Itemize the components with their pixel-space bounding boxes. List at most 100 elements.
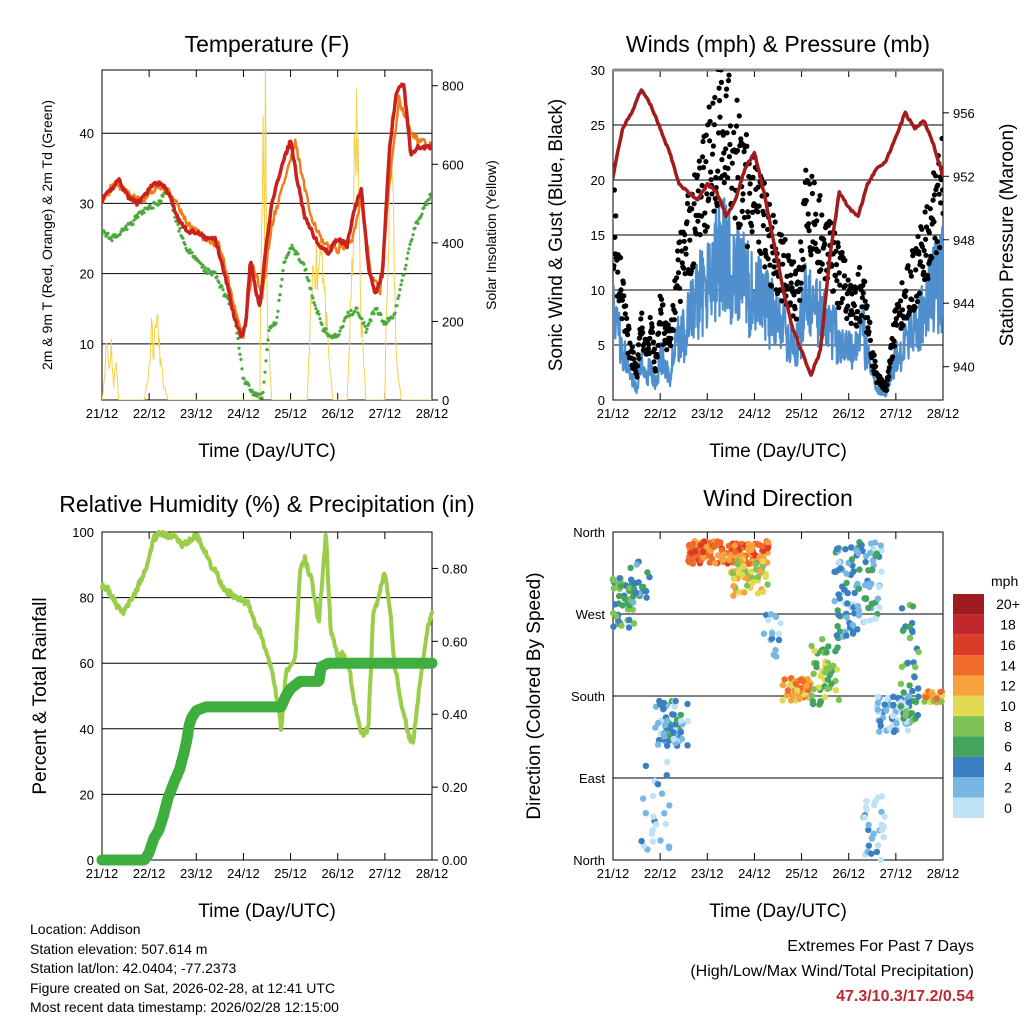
gust-point	[756, 203, 762, 209]
gust-point	[791, 259, 797, 265]
gust-point	[660, 342, 667, 348]
direction-point	[744, 582, 751, 589]
x-tick-label: 26/12	[832, 406, 865, 421]
dewpoint-point	[213, 270, 217, 274]
gust-point	[890, 354, 896, 360]
direction-point	[915, 685, 922, 692]
gust-point	[623, 303, 629, 309]
x-tick-label: 26/12	[321, 866, 354, 881]
gust-point	[788, 280, 794, 286]
gust-point	[726, 72, 732, 78]
dewpoint-point	[201, 263, 205, 267]
dewpoint-point	[408, 242, 412, 246]
gust-point	[845, 303, 851, 309]
direction-point	[874, 693, 881, 700]
x-tick-label: 21/12	[597, 866, 630, 881]
direction-point	[661, 810, 668, 817]
gust-point	[818, 267, 824, 273]
gust-point	[729, 160, 735, 166]
gust-point	[862, 279, 868, 285]
y-tick-label: 20	[80, 267, 94, 282]
dewpoint-point	[312, 301, 316, 305]
direction-point	[889, 712, 897, 720]
dewpoint-point	[193, 255, 197, 259]
gust-point	[865, 325, 871, 331]
dewpoint-point	[148, 203, 152, 207]
direction-point	[817, 698, 824, 706]
direction-point	[729, 570, 736, 577]
y-tick-label: 5	[598, 338, 605, 353]
dewpoint-point	[188, 248, 192, 252]
gust-point	[934, 239, 940, 245]
direction-point	[833, 632, 840, 639]
gust-point	[845, 277, 851, 283]
direction-point	[618, 622, 625, 629]
legend-swatch	[953, 675, 984, 696]
gust-point	[694, 172, 701, 178]
dewpoint-point	[355, 306, 359, 310]
gust-point	[718, 70, 724, 73]
gust-point	[704, 191, 710, 197]
gust-point	[778, 232, 784, 238]
dewpoint-point	[425, 202, 429, 206]
gust-point	[883, 387, 890, 393]
dewpoint-point	[238, 352, 242, 356]
gust-point	[668, 335, 674, 342]
direction-point	[677, 711, 685, 719]
gust-point	[789, 285, 795, 291]
direction-point	[890, 701, 897, 709]
gust-point	[919, 226, 925, 232]
dewpoint-point	[369, 318, 373, 323]
dewpoint-point	[316, 309, 320, 313]
gust-point	[670, 302, 676, 309]
gust-point	[835, 240, 841, 246]
gust-point	[940, 210, 943, 216]
direction-point	[819, 636, 826, 643]
direction-point	[794, 687, 801, 694]
direction-point	[835, 696, 843, 704]
direction-point	[633, 561, 640, 568]
gust-point	[712, 94, 718, 101]
direction-point	[710, 543, 718, 550]
direction-point	[784, 687, 792, 694]
x-tick-label: 24/12	[738, 406, 771, 421]
x-tick-label: 28/12	[927, 866, 960, 881]
dewpoint-point	[367, 321, 371, 325]
gust-point	[721, 150, 727, 156]
dewpoint-point	[391, 316, 395, 320]
direction-point	[635, 579, 642, 586]
dewpoint-point	[413, 226, 417, 230]
x-tick-label: 28/12	[416, 406, 449, 421]
gust-point	[679, 248, 685, 254]
gust-point	[857, 264, 863, 271]
gust-point	[899, 280, 905, 286]
direction-point	[858, 542, 865, 549]
gust-point	[842, 283, 849, 289]
direction-point	[731, 542, 738, 549]
gust-point	[732, 215, 738, 221]
dewpoint-point	[247, 383, 251, 387]
gust-point	[691, 261, 697, 267]
legend-label: 20+	[996, 596, 1020, 612]
dewpoint-point	[106, 231, 110, 235]
direction-point	[764, 545, 771, 552]
direction-point	[765, 616, 772, 624]
dewpoint-point	[323, 330, 327, 334]
direction-point	[873, 848, 881, 856]
legend-swatch	[953, 614, 984, 635]
direction-point	[763, 611, 770, 619]
gust-point	[836, 270, 842, 276]
direction-point	[851, 589, 858, 597]
gust-point	[726, 154, 733, 160]
gust-point	[800, 256, 806, 262]
dewpoint-point	[372, 312, 376, 316]
direction-point	[652, 821, 660, 828]
gust-point	[841, 273, 848, 279]
direction-point	[773, 653, 780, 660]
dewpoint-point	[362, 321, 366, 325]
gust-point	[814, 218, 820, 224]
direction-point	[639, 795, 647, 802]
gust-point	[898, 298, 904, 304]
dewpoint-point	[220, 285, 224, 289]
solar-insolation-line	[102, 70, 432, 400]
